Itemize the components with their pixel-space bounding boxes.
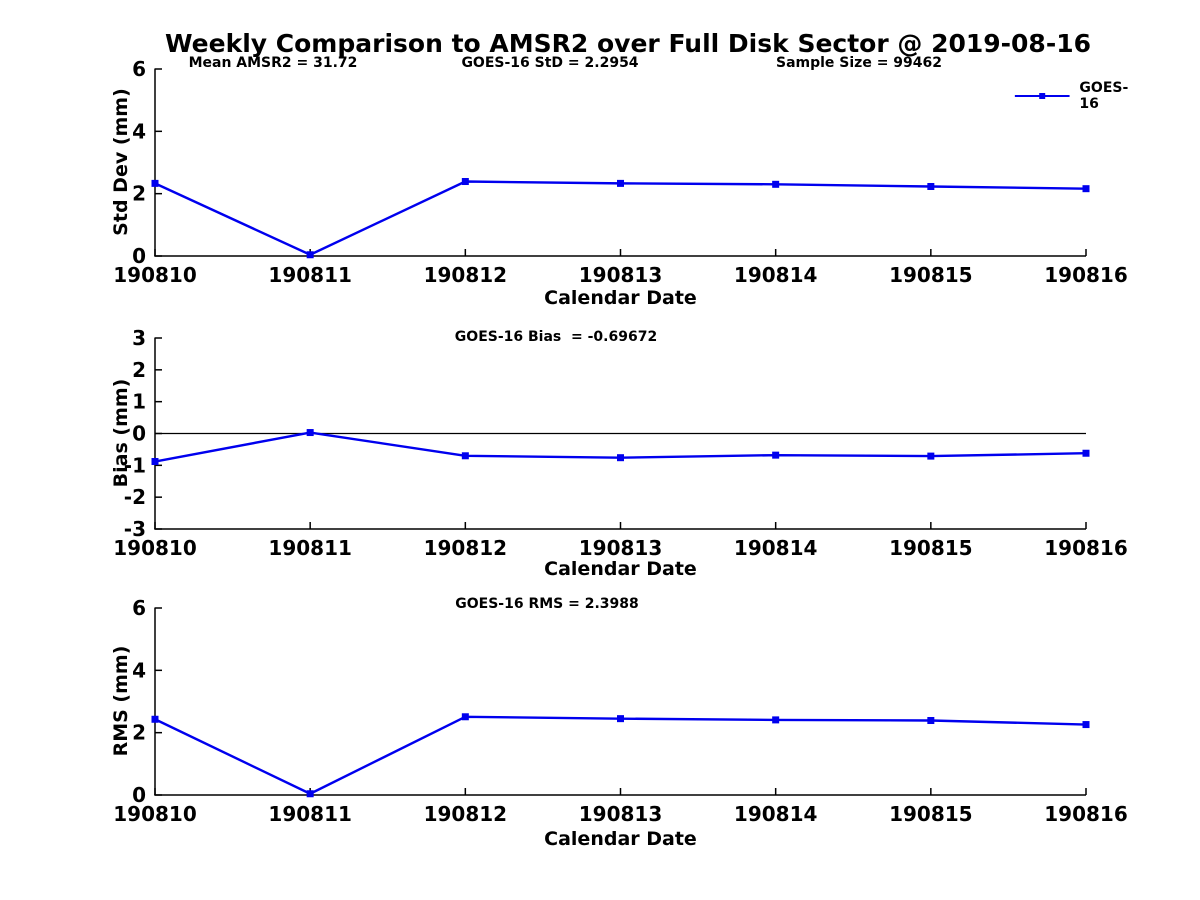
goes16-data-point-marker xyxy=(151,715,159,723)
annotation-goes16-rms: GOES-16 RMS = 2.3988 xyxy=(455,596,639,612)
y-tick-label: 2 xyxy=(132,182,146,206)
goes16-data-point-marker xyxy=(772,716,780,724)
y-tick-label: 3 xyxy=(132,326,146,350)
x-tick-label: 190810 xyxy=(113,263,197,287)
goes16-data-point-marker xyxy=(1082,185,1090,193)
y-tick-label: 2 xyxy=(132,721,146,745)
goes16-data-point-marker xyxy=(1082,721,1090,729)
goes16-data-point-marker xyxy=(461,178,469,186)
goes16-data-point-marker xyxy=(772,180,780,188)
y-tick-label: -3 xyxy=(124,517,146,541)
goes16-data-point-marker xyxy=(151,179,159,187)
x-tick-label: 190813 xyxy=(579,536,663,560)
goes16-data-point-marker xyxy=(617,715,624,723)
goes16-data-point-marker xyxy=(772,451,780,459)
x-tick-label: 190812 xyxy=(424,536,508,560)
y-tick-label: 6 xyxy=(132,596,146,620)
goes16-data-point-marker xyxy=(617,454,624,462)
annotation-sample-size: Sample Size = 99462 xyxy=(775,55,943,71)
goes16-data-point-marker xyxy=(927,182,935,190)
rms-x-axis-label: Calendar Date xyxy=(544,828,697,850)
goes16-data-point-marker xyxy=(461,713,469,721)
x-tick-label: 190811 xyxy=(268,802,352,826)
x-tick-label: 190813 xyxy=(579,802,663,826)
x-tick-label: 190811 xyxy=(268,263,352,287)
legend: GOES-16 xyxy=(1014,80,1138,112)
y-tick-label: 6 xyxy=(132,57,146,81)
goes16-data-point-marker xyxy=(1082,449,1090,457)
goes16-data-point-marker xyxy=(151,458,159,466)
legend-label: GOES-16 xyxy=(1079,80,1129,112)
goes16-data-point-marker xyxy=(927,717,935,725)
goes16-series-line xyxy=(154,715,1087,795)
x-tick-label: 190812 xyxy=(424,802,508,826)
y-tick-label: 4 xyxy=(132,119,146,143)
goes16-data-point-marker xyxy=(306,790,314,798)
x-tick-label: 190813 xyxy=(579,263,663,287)
x-tick-label: 190810 xyxy=(113,802,197,826)
legend-line-marker-icon xyxy=(1014,93,1070,99)
y-tick-label: 1 xyxy=(132,390,146,414)
x-tick-label: 190814 xyxy=(734,536,818,560)
x-tick-label: 190812 xyxy=(424,263,508,287)
y-tick-label: -1 xyxy=(124,453,146,477)
goes16-data-point-marker xyxy=(617,179,624,187)
x-tick-label: 190811 xyxy=(268,536,352,560)
chart-title: Weekly Comparison to AMSR2 over Full Dis… xyxy=(164,29,1091,58)
std-dev-x-axis-label: Calendar Date xyxy=(544,287,697,309)
annotation-goes16-bias: GOES-16 Bias = -0.69672 xyxy=(454,329,658,345)
rms-y-axis-label: RMS (mm) xyxy=(110,645,132,757)
x-tick-label: 190816 xyxy=(1044,536,1128,560)
goes16-data-point-marker xyxy=(306,429,314,437)
x-tick-label: 190815 xyxy=(889,263,973,287)
annotation-goes16-std: GOES-16 StD = 2.2954 xyxy=(461,55,639,71)
x-tick-label: 190814 xyxy=(734,802,818,826)
y-tick-label: 4 xyxy=(132,658,146,682)
x-tick-label: 190816 xyxy=(1044,802,1128,826)
y-tick-label: 0 xyxy=(132,244,146,268)
x-tick-label: 190814 xyxy=(734,263,818,287)
y-tick-label: 2 xyxy=(132,358,146,382)
bias-x-axis-label: Calendar Date xyxy=(544,558,697,580)
y-tick-label: 0 xyxy=(132,422,146,446)
y-tick-label: 0 xyxy=(132,783,146,807)
goes16-data-point-marker xyxy=(927,452,935,460)
x-tick-label: 190816 xyxy=(1044,263,1128,287)
x-tick-label: 190810 xyxy=(113,536,197,560)
goes16-data-point-marker xyxy=(461,452,469,460)
annotation-mean-amsr2: Mean AMSR2 = 31.72 xyxy=(188,55,358,71)
x-tick-label: 190815 xyxy=(889,536,973,560)
y-tick-label: -2 xyxy=(124,485,146,509)
goes16-data-point-marker xyxy=(306,251,314,259)
x-tick-label: 190815 xyxy=(889,802,973,826)
